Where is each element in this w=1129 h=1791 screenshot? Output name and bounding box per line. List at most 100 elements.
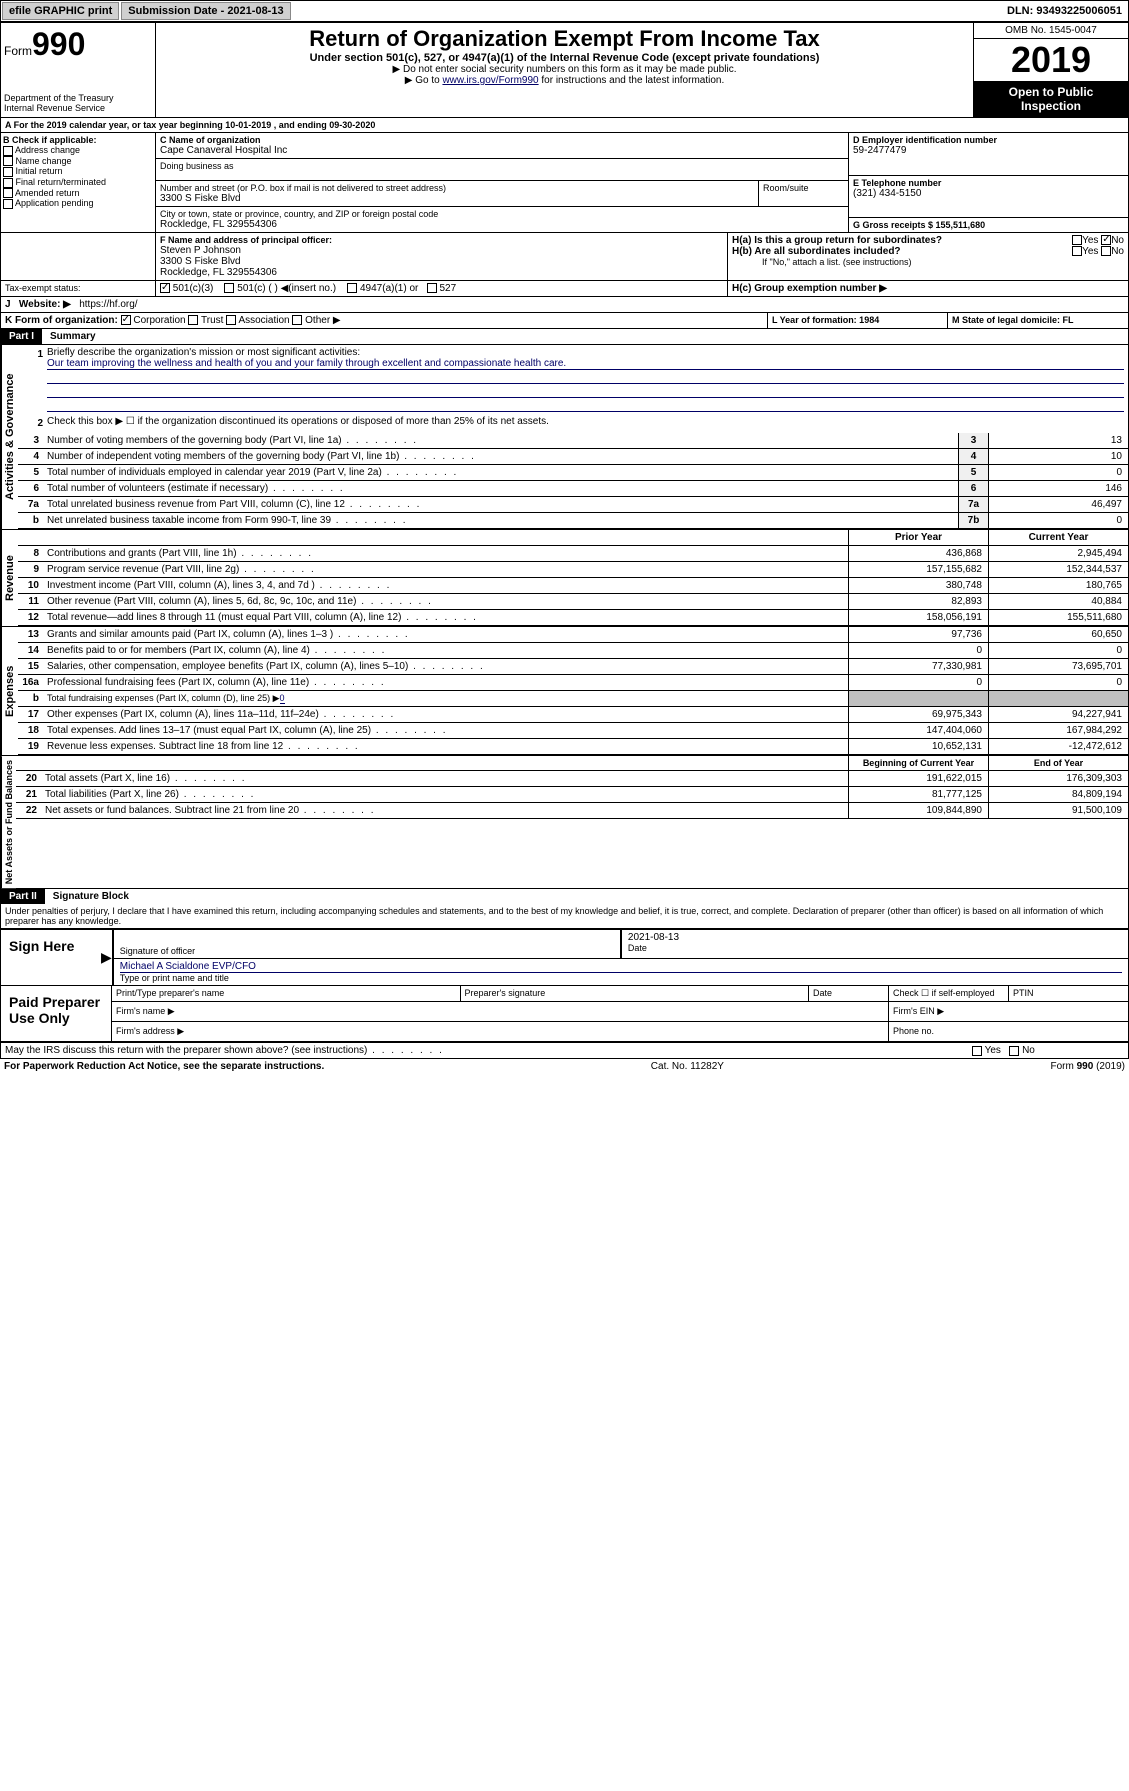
tax-year: 2019 <box>974 39 1128 81</box>
discuss-no-checkbox[interactable] <box>1009 1046 1019 1056</box>
summary-line: 14Benefits paid to or for members (Part … <box>18 643 1128 659</box>
assoc-checkbox[interactable] <box>226 315 236 325</box>
revenue-vlabel: Revenue <box>1 530 18 626</box>
type-name-label: Type or print name and title <box>120 973 1122 983</box>
form-subtitle: Under section 501(c), 527, or 4947(a)(1)… <box>159 52 970 64</box>
summary-line: 3Number of voting members of the governi… <box>18 433 1128 449</box>
paperwork-notice: For Paperwork Reduction Act Notice, see … <box>4 1061 324 1072</box>
phone-label: E Telephone number <box>853 178 1124 188</box>
527-checkbox[interactable] <box>427 283 437 293</box>
check-option[interactable]: Amended return <box>3 188 153 199</box>
section-hc: H(c) Group exemption number ▶ <box>728 281 1128 296</box>
form-number: Form990 <box>4 26 152 63</box>
corp-checkbox[interactable] <box>121 315 131 325</box>
discuss-yes-checkbox[interactable] <box>972 1046 982 1056</box>
summary-line: 10Investment income (Part VIII, column (… <box>18 578 1128 594</box>
self-employed-label: Check ☐ if self-employed <box>888 986 1008 1001</box>
year-formation: L Year of formation: 1984 <box>768 313 948 328</box>
irs-label: Internal Revenue Service <box>4 103 152 113</box>
submission-date-button[interactable]: Submission Date - 2021-08-13 <box>121 2 290 20</box>
part1-title: Summary <box>42 329 104 344</box>
paid-preparer-label: Paid Preparer Use Only <box>1 986 111 1041</box>
summary-line: bNet unrelated business taxable income f… <box>18 513 1128 529</box>
dept-label: Department of the Treasury <box>4 93 152 103</box>
website-link[interactable]: https://hf.org/ <box>79 299 137 310</box>
officer-addr2: Rockledge, FL 329554306 <box>160 267 723 278</box>
check-option[interactable]: Final return/terminated <box>3 177 153 188</box>
irs-link[interactable]: www.irs.gov/Form990 <box>442 75 538 86</box>
summary-line: 16aProfessional fundraising fees (Part I… <box>18 675 1128 691</box>
expenses-vlabel: Expenses <box>1 627 18 755</box>
governance-vlabel: Activities & Governance <box>1 345 18 529</box>
sig-officer-label: Signature of officer <box>120 946 614 956</box>
firm-addr-label: Firm's address ▶ <box>111 1022 888 1041</box>
prep-name-label: Print/Type preparer's name <box>111 986 460 1001</box>
end-year-header: End of Year <box>988 756 1128 770</box>
part1-badge: Part I <box>1 329 42 344</box>
section-klm-row: K Form of organization: Corporation Trus… <box>0 313 1129 329</box>
section-j-row: J Website: ▶ https://hf.org/ <box>0 297 1129 313</box>
tax-year-period: A For the 2019 calendar year, or tax yea… <box>1 118 1128 132</box>
summary-line: 8Contributions and grants (Part VIII, li… <box>18 546 1128 562</box>
city-label: City or town, state or province, country… <box>160 209 844 219</box>
summary-line: 21Total liabilities (Part X, line 26)81,… <box>16 787 1128 803</box>
begin-year-header: Beginning of Current Year <box>848 756 988 770</box>
firm-phone-label: Phone no. <box>888 1022 1128 1041</box>
firm-ein-label: Firm's EIN ▶ <box>888 1002 1128 1021</box>
netassets-vlabel: Net Assets or Fund Balances <box>1 756 16 888</box>
tax-exempt-row: Tax-exempt status: 501(c)(3) 501(c) ( ) … <box>0 281 1129 297</box>
summary-line: 19Revenue less expenses. Subtract line 1… <box>18 739 1128 755</box>
city-value: Rockledge, FL 329554306 <box>160 219 844 230</box>
mission-text: Our team improving the wellness and heal… <box>47 358 1124 370</box>
part2-badge: Part II <box>1 889 45 904</box>
ein-label: D Employer identification number <box>853 135 1124 145</box>
prep-date-label: Date <box>808 986 888 1001</box>
instruction-1: ▶ Do not enter social security numbers o… <box>159 64 970 75</box>
ptin-label: PTIN <box>1008 986 1128 1001</box>
room-label: Room/suite <box>758 181 848 206</box>
phone-value: (321) 434-5150 <box>853 188 1124 199</box>
prep-sig-label: Preparer's signature <box>460 986 809 1001</box>
discuss-text: May the IRS discuss this return with the… <box>1 1043 968 1058</box>
summary-line: 17Other expenses (Part IX, column (A), l… <box>18 707 1128 723</box>
check-option[interactable]: Address change <box>3 145 153 156</box>
summary-line: 15Salaries, other compensation, employee… <box>18 659 1128 675</box>
sig-date-label: Date <box>628 943 1122 953</box>
open-public-label: Open to Public Inspection <box>974 81 1128 117</box>
summary-line: 12Total revenue—add lines 8 through 11 (… <box>18 610 1128 626</box>
other-checkbox[interactable] <box>292 315 302 325</box>
check-option[interactable]: Application pending <box>3 198 153 209</box>
officer-name: Steven P Johnson <box>160 245 723 256</box>
efile-button[interactable]: efile GRAPHIC print <box>2 2 119 20</box>
officer-printed-name: Michael A Scialdone EVP/CFO <box>120 961 1122 973</box>
4947-checkbox[interactable] <box>347 283 357 293</box>
ein-value: 59-2477479 <box>853 145 1124 156</box>
part2-title: Signature Block <box>45 889 137 904</box>
discuss-row: May the IRS discuss this return with the… <box>0 1043 1129 1059</box>
501c3-checkbox[interactable] <box>160 283 170 293</box>
summary-line: 11Other revenue (Part VIII, column (A), … <box>18 594 1128 610</box>
section-b: B Check if applicable: Address change Na… <box>1 133 156 232</box>
check-option[interactable]: Name change <box>3 156 153 167</box>
line2-text: Check this box ▶ ☐ if the organization d… <box>47 416 1124 431</box>
governance-section: Activities & Governance 1 Briefly descri… <box>0 344 1129 529</box>
street-value: 3300 S Fiske Blvd <box>160 193 754 204</box>
summary-line: 13Grants and similar amounts paid (Part … <box>18 627 1128 643</box>
sections-fh: F Name and address of principal officer:… <box>0 233 1129 281</box>
section-a-row: A For the 2019 calendar year, or tax yea… <box>0 118 1129 133</box>
firm-name-label: Firm's name ▶ <box>111 1002 888 1021</box>
summary-line: 9Program service revenue (Part VIII, lin… <box>18 562 1128 578</box>
sections-bcdefg: B Check if applicable: Address change Na… <box>0 133 1129 233</box>
summary-line: 4Number of independent voting members of… <box>18 449 1128 465</box>
netassets-section: Net Assets or Fund Balances Beginning of… <box>0 755 1129 889</box>
officer-label: F Name and address of principal officer: <box>160 235 723 245</box>
org-name: Cape Canaveral Hospital Inc <box>160 145 844 156</box>
501c-checkbox[interactable] <box>224 283 234 293</box>
form-header: Form990 Department of the Treasury Inter… <box>0 22 1129 118</box>
dln-label: DLN: 93493225006051 <box>1001 3 1128 19</box>
trust-checkbox[interactable] <box>188 315 198 325</box>
check-option[interactable]: Initial return <box>3 166 153 177</box>
summary-line: 20Total assets (Part X, line 16)191,622,… <box>16 771 1128 787</box>
revenue-section: Revenue Prior Year Current Year 8Contrib… <box>0 529 1129 626</box>
summary-line: 18Total expenses. Add lines 13–17 (must … <box>18 723 1128 739</box>
